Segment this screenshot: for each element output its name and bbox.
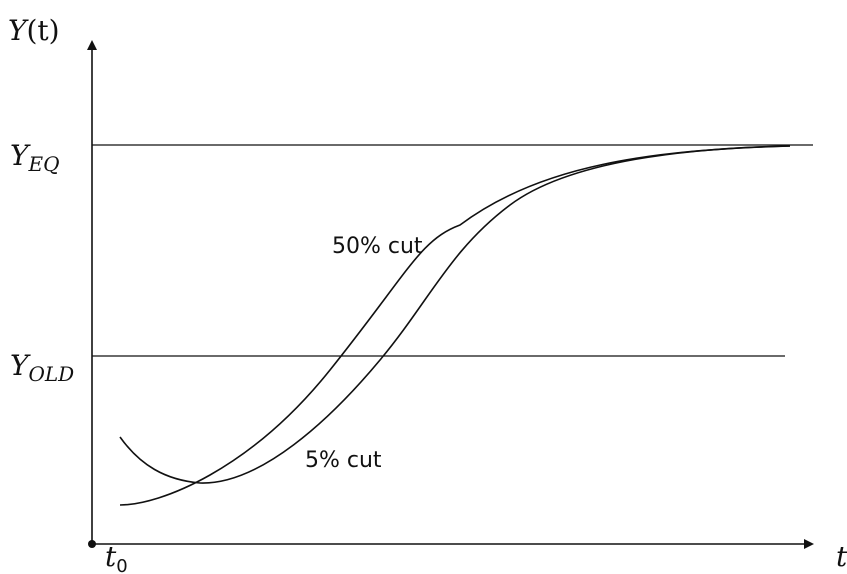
y-axis-label: Y(t) [8,14,60,47]
series-line-5-cut [119,145,791,484]
x-tick-t0: t0 [105,540,128,574]
x-axis-label: t [836,540,847,573]
series-line-50-cut [119,145,791,506]
level-label-y-eq: YEQ [10,139,59,176]
origin-dot [88,540,96,548]
series-label-50-cut: 50% cut [332,234,423,259]
series-label-5-cut: 5% cut [305,448,382,473]
level-label-y-old: YOLD [10,349,74,386]
